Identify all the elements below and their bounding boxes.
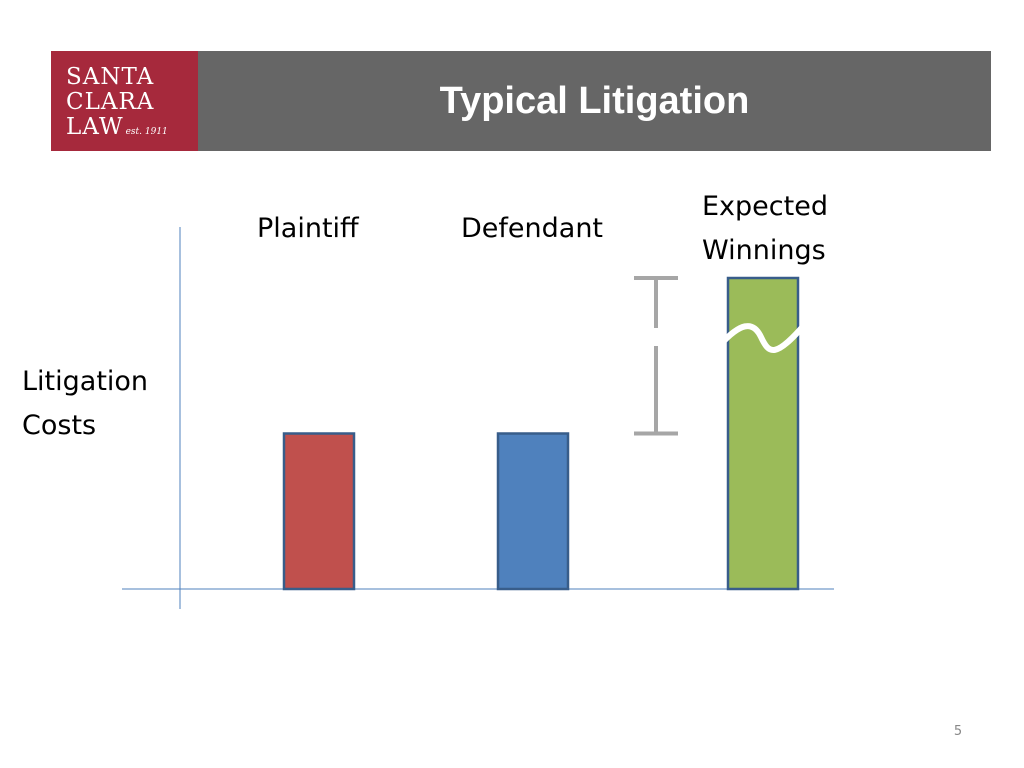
logo-est-text: est. 1911 (125, 127, 168, 137)
overlay-layer (634, 276, 809, 436)
bar-defendant (496, 432, 570, 591)
page-number: 5 (953, 724, 963, 739)
logo-line-2: CLARA (66, 89, 155, 115)
bar-expected-winnings (726, 276, 800, 591)
y-axis-label-line-1: Litigation (22, 366, 149, 397)
bars-layer (282, 276, 800, 591)
range-indicator (634, 276, 678, 436)
category-label-winnings-line-2: Winnings (702, 235, 826, 266)
logo-line-1: SANTA (66, 64, 155, 90)
bar-plaintiff (282, 432, 356, 591)
slide-title: Typical Litigation (439, 80, 750, 122)
santa-clara-law-logo: SANTA CLARA LAW est. 1911 (51, 51, 198, 151)
y-axis-label-line-2: Costs (22, 410, 97, 441)
axis-break-squiggle (717, 320, 809, 353)
category-label-plaintiff: Plaintiff (257, 213, 359, 244)
logo-law-text: LAW (66, 114, 124, 140)
category-label-defendant: Defendant (461, 213, 604, 244)
category-label-winnings-line-1: Expected (702, 191, 828, 222)
logo-line-3: LAW est. 1911 (66, 115, 168, 144)
slide-header: SANTA CLARA LAW est. 1911 Typical Litigat… (51, 51, 991, 151)
